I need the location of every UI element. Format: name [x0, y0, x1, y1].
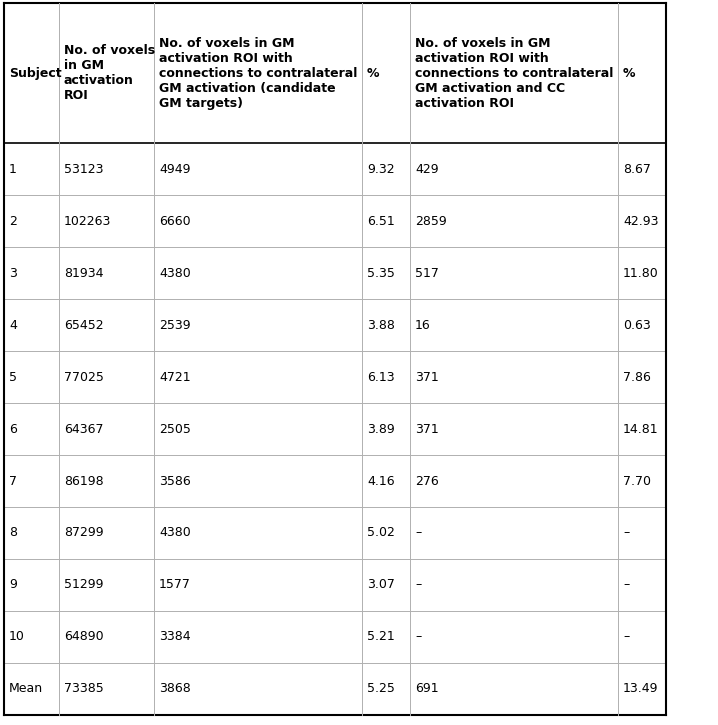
Text: 517: 517 — [415, 267, 439, 280]
Text: 64367: 64367 — [64, 423, 103, 436]
Text: %: % — [367, 67, 380, 80]
Text: 8: 8 — [9, 526, 17, 539]
Text: 102263: 102263 — [64, 215, 111, 228]
Text: 5.35: 5.35 — [367, 267, 395, 280]
Text: 371: 371 — [415, 370, 439, 384]
Text: 6660: 6660 — [159, 215, 190, 228]
Text: 10: 10 — [9, 631, 25, 644]
Text: 5.25: 5.25 — [367, 682, 395, 695]
Text: 1577: 1577 — [159, 579, 191, 592]
Text: 371: 371 — [415, 423, 439, 436]
Text: 64890: 64890 — [64, 631, 103, 644]
Text: 86198: 86198 — [64, 474, 103, 487]
Text: –: – — [415, 526, 421, 539]
Text: 5.02: 5.02 — [367, 526, 395, 539]
Text: 42.93: 42.93 — [623, 215, 658, 228]
Text: 65452: 65452 — [64, 318, 103, 331]
Text: 2505: 2505 — [159, 423, 191, 436]
Text: 1: 1 — [9, 162, 17, 175]
Text: 3.89: 3.89 — [367, 423, 395, 436]
Text: 73385: 73385 — [64, 682, 103, 695]
Text: –: – — [415, 631, 421, 644]
Text: 3586: 3586 — [159, 474, 191, 487]
Text: 6.51: 6.51 — [367, 215, 395, 228]
Text: 5: 5 — [9, 370, 17, 384]
Text: 691: 691 — [415, 682, 439, 695]
Text: 4949: 4949 — [159, 162, 190, 175]
Text: 2859: 2859 — [415, 215, 447, 228]
Text: 14.81: 14.81 — [623, 423, 658, 436]
Text: 9: 9 — [9, 579, 17, 592]
Text: 3384: 3384 — [159, 631, 190, 644]
Text: 16: 16 — [415, 318, 431, 331]
Text: %: % — [623, 67, 635, 80]
Text: –: – — [623, 526, 629, 539]
Text: –: – — [623, 579, 629, 592]
Text: 4380: 4380 — [159, 267, 191, 280]
Text: 81934: 81934 — [64, 267, 103, 280]
Text: 87299: 87299 — [64, 526, 103, 539]
Text: No. of voxels
in GM
activation
ROI: No. of voxels in GM activation ROI — [64, 44, 155, 102]
Text: 13.49: 13.49 — [623, 682, 658, 695]
Text: 7.70: 7.70 — [623, 474, 651, 487]
Text: 8.67: 8.67 — [623, 162, 651, 175]
Text: Subject: Subject — [9, 67, 62, 80]
Text: 3.88: 3.88 — [367, 318, 395, 331]
Text: Mean: Mean — [9, 682, 43, 695]
Text: 51299: 51299 — [64, 579, 103, 592]
Text: –: – — [415, 579, 421, 592]
Text: 4: 4 — [9, 318, 17, 331]
Text: 429: 429 — [415, 162, 439, 175]
Text: 7.86: 7.86 — [623, 370, 651, 384]
Text: No. of voxels in GM
activation ROI with
connections to contralateral
GM activati: No. of voxels in GM activation ROI with … — [415, 36, 613, 109]
Text: 6.13: 6.13 — [367, 370, 395, 384]
Text: 5.21: 5.21 — [367, 631, 395, 644]
Text: 0.63: 0.63 — [623, 318, 651, 331]
Text: –: – — [623, 631, 629, 644]
Text: 3: 3 — [9, 267, 17, 280]
Text: No. of voxels in GM
activation ROI with
connections to contralateral
GM activati: No. of voxels in GM activation ROI with … — [159, 36, 358, 109]
Text: 7: 7 — [9, 474, 17, 487]
Text: 4721: 4721 — [159, 370, 190, 384]
Text: 53123: 53123 — [64, 162, 103, 175]
Text: 4380: 4380 — [159, 526, 191, 539]
Text: 276: 276 — [415, 474, 439, 487]
Text: 6: 6 — [9, 423, 17, 436]
Text: 3868: 3868 — [159, 682, 191, 695]
Text: 11.80: 11.80 — [623, 267, 658, 280]
Text: 2539: 2539 — [159, 318, 190, 331]
Text: 2: 2 — [9, 215, 17, 228]
Text: 3.07: 3.07 — [367, 579, 395, 592]
Text: 9.32: 9.32 — [367, 162, 395, 175]
Text: 4.16: 4.16 — [367, 474, 395, 487]
Text: 77025: 77025 — [64, 370, 104, 384]
